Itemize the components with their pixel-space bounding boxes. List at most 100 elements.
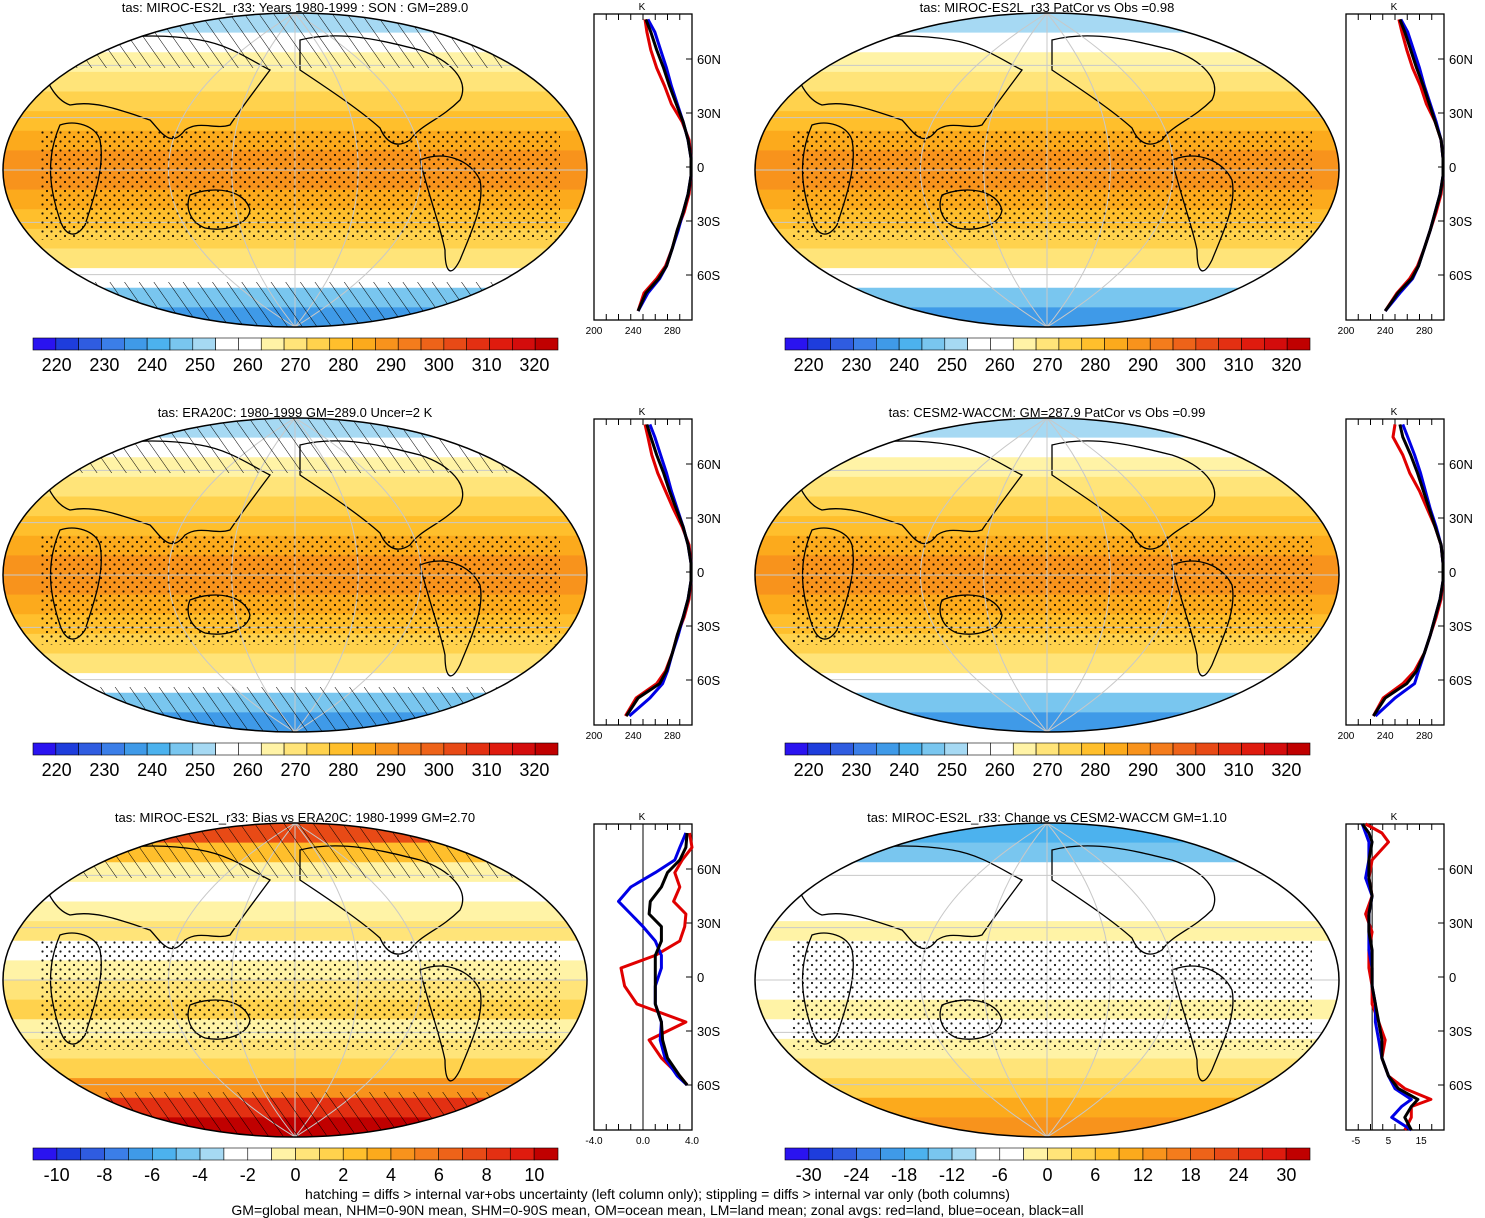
colorbar-swatch (1035, 742, 1060, 756)
colorbar-swatch (1058, 337, 1083, 351)
colorbar-swatch (1071, 1147, 1096, 1161)
profile-series-black (647, 832, 689, 1086)
colorbar-swatch (1285, 1147, 1311, 1161)
colorbar: 220 230 240 250 260 270 280 290 300 310 320 (32, 742, 559, 780)
colorbar-swatch (260, 742, 285, 756)
colorbar-swatch (898, 742, 923, 756)
colorbar-swatch (438, 1147, 463, 1161)
map-field (755, 13, 1339, 327)
colorbar-tick-label: 310 (1224, 355, 1254, 375)
colorbar-swatch (146, 742, 171, 756)
map-panel: tas: MIROC-ES2L_r33: Bias vs ERA20C: 198… (2, 810, 588, 1185)
colorbar-swatch (1012, 337, 1037, 351)
colorbar-swatch (1035, 337, 1060, 351)
colorbar-swatch (169, 742, 194, 756)
coastline (791, 440, 1023, 544)
colorbar-tick-label: -24 (843, 1165, 869, 1185)
colorbar-swatch (999, 1147, 1024, 1161)
stipple-overlay (40, 940, 560, 1050)
colorbar-swatch (808, 1147, 834, 1161)
profile-lat-label: 60N (697, 457, 721, 472)
colorbar-swatch (1118, 1147, 1144, 1161)
profile-lat-label: 0 (697, 565, 704, 580)
colorbar-swatch (1081, 337, 1105, 351)
colorbar-tick-label: 24 (1229, 1165, 1249, 1185)
profile-lat-label: 30N (1449, 916, 1473, 931)
colorbar-swatch (420, 337, 445, 351)
colorbar-swatch (876, 742, 900, 756)
profile-series-red (619, 832, 694, 1086)
colorbar-swatch (856, 1147, 881, 1161)
colorbar-swatch (1264, 337, 1288, 351)
colorbar-tick-label: 290 (376, 760, 406, 780)
colorbar-swatch (1195, 337, 1219, 351)
profile-lat-label: 60N (1449, 52, 1473, 67)
colorbar-swatch (319, 1147, 344, 1161)
colorbar-tick-label: 230 (89, 760, 119, 780)
profile-lat-label: 0 (1449, 970, 1456, 985)
colorbar-tick-label: 12 (1133, 1165, 1153, 1185)
colorbar-swatch (1172, 337, 1197, 351)
colorbar-tick-label: -12 (939, 1165, 965, 1185)
map-border (2, 12, 588, 328)
colorbar-tick-label: 280 (1080, 760, 1110, 780)
colorbar-swatch (921, 742, 946, 756)
colorbar-swatch (1012, 742, 1037, 756)
colorbar-tick-label: 230 (89, 355, 119, 375)
colorbar-tick-label: -2 (240, 1165, 256, 1185)
colorbar-tick-label: 300 (1176, 355, 1206, 375)
zonal-profile: K 60N 30N 0 30S 60S 200 240 280 (1338, 2, 1473, 337)
profile-unit: K (1391, 407, 1398, 418)
colorbar-swatch (414, 1147, 439, 1161)
profile-lat-label: 30N (1449, 106, 1473, 121)
profile-series-black (636, 18, 693, 312)
colorbar-swatch (215, 742, 239, 756)
colorbar-tick-label: 300 (424, 355, 454, 375)
colorbar-swatch (967, 742, 991, 756)
profile-x-label: 200 (1338, 731, 1355, 742)
profile-unit: K (1391, 2, 1398, 13)
colorbar-swatch (512, 742, 536, 756)
colorbar-tick-label: 10 (524, 1165, 544, 1185)
colorbar-swatch (784, 1147, 810, 1161)
map-border (754, 417, 1340, 733)
profile-lat-label: 30S (1449, 619, 1472, 634)
colorbar-tick-label: 290 (376, 355, 406, 375)
colorbar-swatch (898, 337, 923, 351)
colorbar-swatch (169, 337, 194, 351)
colorbar-swatch (247, 1147, 272, 1161)
colorbar-swatch (1142, 1147, 1168, 1161)
colorbar-swatch (534, 742, 559, 756)
colorbar-swatch (146, 337, 171, 351)
coastline (1051, 440, 1216, 550)
colorbar-swatch (1190, 1147, 1215, 1161)
colorbar-swatch (1286, 337, 1311, 351)
zonal-profile: K 60N 30N 0 30S 60S 200 240 280 (586, 407, 721, 742)
colorbar-swatch (329, 742, 353, 756)
colorbar-swatch (1241, 337, 1265, 351)
colorbar-tick-label: 320 (519, 760, 549, 780)
colorbar-swatch (101, 337, 125, 351)
profile-unit: K (639, 812, 646, 823)
colorbar-swatch (927, 1147, 953, 1161)
profile-lat-label: 0 (697, 970, 704, 985)
colorbar-swatch (512, 337, 536, 351)
profile-series-black (1361, 823, 1420, 1131)
colorbar-swatch (509, 1147, 535, 1161)
colorbar-swatch (1094, 1147, 1120, 1161)
colorbar-swatch (1261, 1147, 1287, 1161)
colorbar-swatch (1149, 742, 1174, 756)
profile-lat-label: 60N (697, 52, 721, 67)
colorbar-swatch (55, 337, 79, 351)
stipple-overlay (792, 130, 1312, 240)
colorbar-swatch (443, 337, 467, 351)
profile-x-label: 4.0 (685, 1136, 699, 1147)
colorbar-swatch (128, 1147, 153, 1161)
colorbar-tick-label: 310 (472, 355, 502, 375)
colorbar-swatch (366, 1147, 392, 1161)
stipple-overlay (40, 130, 560, 240)
map-panel: tas: CESM2-WACCM: GM=287.9 PatCor vs Obs… (754, 405, 1340, 780)
colorbar-swatch (342, 1147, 368, 1161)
colorbar-swatch (192, 337, 216, 351)
